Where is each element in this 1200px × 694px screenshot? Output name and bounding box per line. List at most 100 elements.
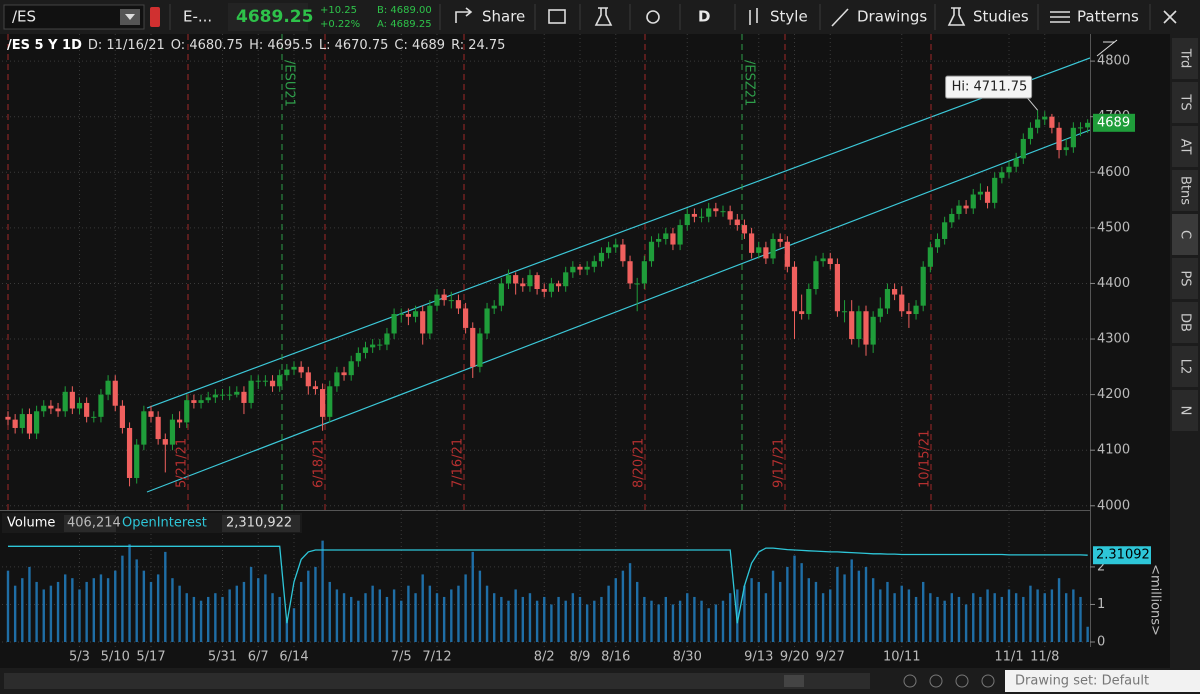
last-price-label: 4689 — [1097, 115, 1130, 130]
volume-bar — [335, 589, 339, 642]
zoom-reset-icon[interactable] — [981, 674, 995, 688]
side-tab[interactable] — [1172, 302, 1198, 343]
side-tab[interactable] — [1172, 126, 1198, 167]
volume-bar — [564, 600, 567, 642]
candle-body — [913, 305, 919, 315]
snapshot-icon[interactable] — [548, 9, 566, 24]
volume-bar — [593, 600, 596, 642]
gear-icon[interactable] — [646, 10, 660, 24]
candle-body — [12, 419, 18, 428]
high-leader — [1027, 97, 1038, 111]
candle-body — [927, 247, 933, 267]
drawing-set-box[interactable] — [1005, 670, 1200, 692]
drawings-button[interactable]: Drawings — [857, 8, 927, 26]
candle-body — [606, 247, 612, 253]
candle-body — [441, 294, 447, 301]
side-tab[interactable] — [1172, 82, 1198, 123]
volume-bar — [829, 589, 832, 642]
candle-body — [684, 213, 690, 226]
volume-bar — [814, 581, 818, 642]
expiration-label: 9/17/21 — [772, 438, 787, 488]
candle-body — [291, 366, 297, 370]
volume-bar — [114, 570, 117, 642]
volume-bar — [879, 589, 882, 642]
side-tab[interactable] — [1172, 38, 1198, 79]
info-close: C: 4689 — [394, 38, 445, 53]
candle-body — [791, 266, 798, 312]
volume-bar — [464, 574, 467, 642]
candle-body — [513, 275, 519, 284]
candle-body — [720, 211, 726, 213]
volume-bar — [278, 596, 281, 642]
period-button[interactable]: D — [698, 8, 710, 26]
zoom-out-icon[interactable] — [955, 674, 969, 688]
side-tab[interactable] — [1172, 258, 1198, 299]
side-tab[interactable] — [1172, 346, 1198, 387]
candle-body — [405, 314, 411, 317]
candle-body — [212, 394, 218, 398]
volume-bar — [1050, 589, 1054, 642]
candle-body — [370, 344, 376, 348]
volume-bar — [900, 585, 903, 642]
scrollbar-grip[interactable] — [784, 675, 804, 687]
volume-bar — [13, 585, 17, 642]
candle-body — [148, 411, 154, 417]
drawing-set: Drawing set: Default — [1015, 674, 1149, 689]
volume-bar — [972, 593, 975, 642]
close-icon[interactable] — [1163, 10, 1177, 24]
candle-body — [899, 294, 905, 312]
ask: A: 4689.25 — [377, 19, 432, 30]
toolbar-icons — [455, 7, 1177, 27]
candle-body — [763, 247, 769, 259]
expiration-label: 8/20/21 — [632, 438, 647, 488]
oi-last-label: 2.31092 — [1096, 548, 1150, 563]
candle-body — [26, 414, 33, 434]
volume-bar — [907, 589, 911, 642]
candle-body — [999, 172, 1005, 178]
volume-bar — [678, 600, 682, 642]
candle-body — [1035, 119, 1041, 128]
volume-bar — [342, 593, 346, 642]
autoscale-icon[interactable] — [1096, 39, 1118, 57]
candle-body — [155, 416, 161, 440]
side-tab[interactable] — [1172, 390, 1198, 431]
volume-bar — [457, 585, 460, 642]
high-annotation-box — [945, 75, 1033, 99]
candle-body — [570, 266, 576, 273]
channel-upper — [146, 57, 1090, 409]
volume-bar — [764, 593, 768, 642]
side-tab[interactable] — [1172, 170, 1198, 211]
candle-body — [284, 369, 290, 376]
volume-bar — [557, 596, 560, 642]
zoom-in-icon[interactable] — [929, 674, 943, 688]
candle-body — [641, 261, 647, 284]
volume-bar — [128, 544, 131, 642]
patterns-button[interactable]: Patterns — [1077, 8, 1139, 26]
style-button[interactable]: Style — [770, 8, 808, 26]
volume-bar — [993, 593, 996, 642]
flask-icon[interactable] — [594, 7, 613, 26]
volume-plot — [6, 540, 1089, 642]
volume-axis-label: <millions> — [1148, 564, 1163, 636]
candle-body — [241, 391, 247, 403]
y-tick-label: 4600 — [1097, 165, 1130, 180]
candle-body — [713, 208, 719, 212]
studies-button[interactable]: Studies — [973, 8, 1029, 26]
candle-body — [970, 194, 976, 209]
scrollbar-track[interactable] — [4, 673, 870, 689]
volume-bar — [171, 578, 174, 642]
volume-bar — [943, 600, 946, 642]
candle-body — [949, 213, 955, 223]
candle-body — [355, 352, 361, 362]
side-tab[interactable] — [1172, 214, 1198, 255]
last-price: 4689.25 — [236, 7, 313, 27]
link-icon[interactable] — [150, 7, 160, 27]
zoom-icon[interactable] — [903, 674, 917, 688]
x-tick-label: 8/16 — [601, 650, 630, 665]
candle-body — [777, 238, 783, 242]
share-button[interactable]: Share — [482, 8, 525, 26]
change-pct: +0.22% — [320, 19, 360, 30]
candle-body — [992, 177, 998, 203]
volume-bar — [664, 596, 667, 642]
